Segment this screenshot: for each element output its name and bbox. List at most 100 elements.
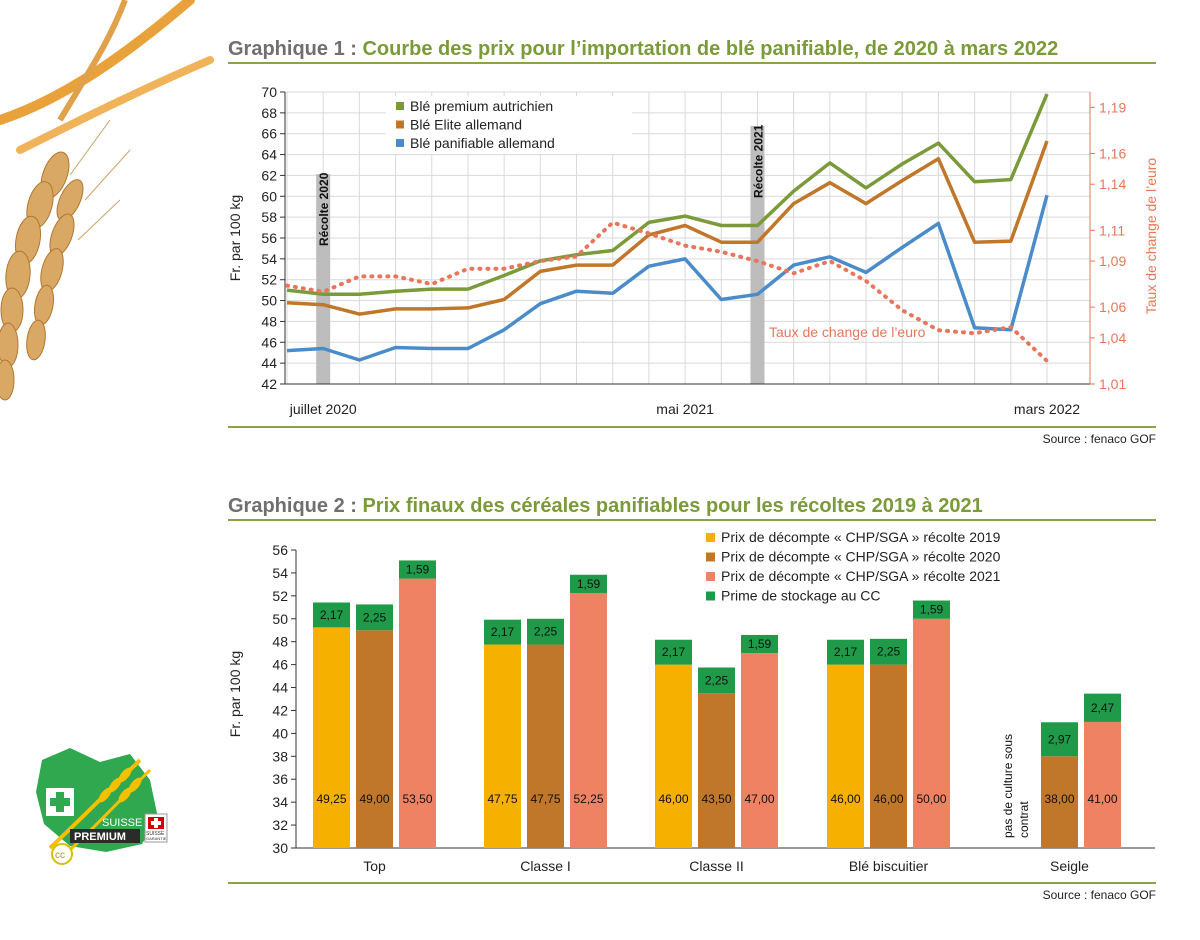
y-tick-label: 64	[261, 147, 277, 163]
bar-premium-label: 1,59	[920, 603, 944, 617]
y-tick-label: 42	[272, 702, 288, 718]
harvest-marker-label: Récolte 2021	[751, 124, 765, 198]
bar-premium-label: 2,47	[1091, 701, 1115, 715]
bar-value-label: 46,00	[873, 792, 903, 806]
y2-tick-label: 1,14	[1099, 176, 1126, 192]
y-tick-label: 36	[272, 771, 288, 787]
bar-premium-label: 1,59	[577, 577, 601, 591]
y-tick-label: 50	[261, 293, 277, 309]
y2-tick-label: 1,11	[1099, 222, 1125, 238]
bar-premium-label: 1,59	[406, 563, 430, 577]
bar-segment	[913, 618, 950, 848]
y-tick-label: 32	[272, 817, 288, 833]
harvest-marker-bar	[750, 126, 765, 384]
bar-value-label: 52,25	[573, 792, 603, 806]
x-category-label: Classe II	[689, 858, 743, 874]
y-tick-label: 48	[272, 634, 288, 650]
x-category-label: Classe I	[520, 858, 571, 874]
y-tick-label: 66	[261, 126, 277, 142]
bar-segment	[698, 693, 735, 848]
y-tick-label: 30	[272, 840, 288, 856]
bar-premium-segment	[1084, 693, 1121, 722]
suisse-premium-logo: SUISSE PREMIUM cc SUISSE GARANTIE	[36, 748, 168, 865]
figure2-bottom-rule	[228, 882, 1156, 884]
bar-value-label: 38,00	[1044, 792, 1074, 806]
bar-value-label: 53,50	[402, 792, 432, 806]
y-tick-label: 42	[261, 376, 277, 392]
y2-tick-label: 1,19	[1099, 99, 1126, 115]
logo-suisse-text: SUISSE	[102, 817, 142, 829]
bar-segment	[1084, 721, 1121, 848]
bar-premium-label: 2,25	[534, 625, 558, 639]
y-tick-label: 46	[261, 334, 277, 350]
series-line	[286, 93, 1049, 297]
bar-premium-label: 2,25	[705, 673, 729, 687]
y-tick-label: 56	[272, 542, 288, 558]
bar-value-label: 49,00	[359, 792, 389, 806]
series-line	[286, 194, 1049, 362]
x-tick-label: juillet 2020	[289, 401, 357, 417]
y2-tick-label: 1,01	[1099, 376, 1126, 392]
bar-premium-segment	[698, 667, 735, 694]
legend-swatch	[706, 591, 715, 601]
bar-segment	[827, 664, 864, 848]
y-tick-label: 38	[272, 748, 288, 764]
bar-segment	[741, 653, 778, 848]
bar-premium-label: 2,17	[834, 645, 858, 659]
y-axis-title: Fr. par 100 kg	[227, 195, 243, 281]
bar-premium-label: 2,17	[320, 608, 344, 622]
figure2-source: Source : fenaco GOF	[1042, 888, 1156, 902]
legend-label: Prime de stockage au CC	[721, 588, 881, 604]
x-tick-label: mai 2021	[656, 401, 714, 417]
y-tick-label: 68	[261, 105, 277, 121]
x-category-label: Seigle	[1050, 858, 1089, 874]
y-tick-label: 44	[261, 355, 277, 371]
y-tick-label: 46	[272, 657, 288, 673]
legend-swatch	[396, 102, 404, 110]
bar-value-label: 46,00	[830, 792, 860, 806]
x-tick-label: mars 2022	[1014, 401, 1080, 417]
legend-swatch	[706, 533, 715, 542]
bar-premium-segment	[827, 639, 864, 665]
figure1-source: Source : fenaco GOF	[1042, 432, 1156, 446]
bar-premium-segment	[527, 618, 564, 645]
figure2-number: Graphique 2 :	[228, 495, 357, 517]
harvest-marker-bar	[316, 174, 331, 384]
bar-segment	[1041, 756, 1078, 848]
legend-swatch	[706, 572, 715, 581]
legend-swatch	[396, 139, 404, 147]
y2-axis-title: Taux de change de l’euro	[1143, 158, 1159, 315]
logo-badge-text: SUISSE	[146, 831, 165, 837]
bar-value-label: 50,00	[916, 792, 946, 806]
legend-label: Prix de décompte « CHP/SGA » récolte 201…	[721, 529, 1001, 545]
bar-premium-label: 2,97	[1048, 732, 1072, 746]
bar-segment	[527, 644, 564, 848]
bar-value-label: 47,00	[744, 792, 774, 806]
series-line	[285, 220, 1049, 363]
bar-premium-segment	[655, 639, 692, 665]
y-tick-label: 34	[272, 794, 288, 810]
no-contract-annotation: pas de culture sous contrat	[1001, 734, 1031, 838]
bar-premium-segment	[356, 604, 393, 631]
bar-premium-segment	[399, 560, 436, 579]
bar-premium-segment	[741, 634, 778, 654]
harvest-marker-label: Récolte 2020	[317, 172, 331, 246]
bar-premium-segment	[913, 600, 950, 619]
bar-value-label: 47,75	[487, 792, 517, 806]
bar-value-label: 43,50	[701, 792, 731, 806]
legend-background	[386, 96, 632, 154]
figure1-title: Graphique 1 : Courbe des prix pour l’imp…	[228, 38, 1058, 61]
y-tick-label: 48	[261, 313, 277, 329]
logo-badge-sub-text: GARANTIE	[146, 836, 167, 841]
figure2-top-rule	[228, 519, 1156, 521]
y-tick-label: 60	[261, 188, 277, 204]
figure1-title-text: Courbe des prix pour l’importation de bl…	[362, 38, 1059, 60]
bar-segment	[356, 630, 393, 848]
legend-label: Prix de décompte « CHP/SGA » récolte 202…	[721, 568, 1001, 584]
bar-segment	[870, 664, 907, 848]
wheat-decoration-image	[0, 0, 214, 401]
exchange-rate-annotation: Taux de change de l’euro	[769, 324, 926, 340]
figure2-title-text: Prix finaux des céréales panifiables pou…	[362, 495, 983, 517]
legend-label: Blé panifiable allemand	[410, 135, 555, 151]
